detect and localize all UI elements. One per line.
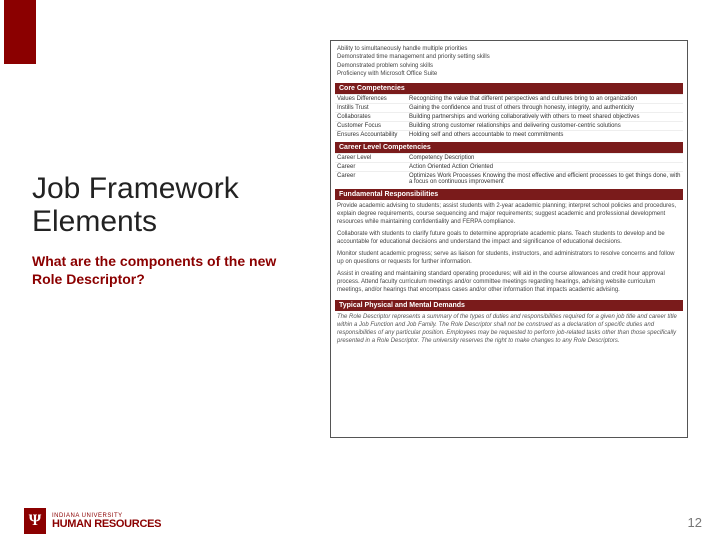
- doc-table-row: Instills TrustGaining the confidence and…: [335, 103, 683, 112]
- doc-intro-line: Demonstrated time management and priorit…: [335, 53, 683, 61]
- doc-intro-line: Ability to simultaneously handle multipl…: [335, 45, 683, 53]
- doc-cell-label: Career: [335, 172, 407, 186]
- doc-intro-line: Demonstrated problem solving skills: [335, 62, 683, 70]
- accent-block: [4, 0, 36, 64]
- doc-section-header: Career Level Competencies: [335, 142, 683, 153]
- footer: Ψ INDIANA UNIVERSITY HUMAN RESOURCES 12: [0, 504, 720, 540]
- doc-intro: Ability to simultaneously handle multipl…: [335, 45, 683, 79]
- doc-cell-desc: Action Oriented Action Oriented: [407, 163, 683, 171]
- left-panel: Job Framework Elements What are the comp…: [32, 172, 287, 288]
- iu-logo-mark: Ψ: [24, 508, 46, 534]
- doc-paragraph-italic: The Role Descriptor represents a summary…: [335, 311, 683, 347]
- doc-cell-desc: Building strong customer relationships a…: [407, 122, 683, 130]
- doc-table-row: CollaboratesBuilding partnerships and wo…: [335, 112, 683, 121]
- doc-cell-label: Customer Focus: [335, 122, 407, 130]
- doc-cell-desc: Optimizes Work Processes Knowing the mos…: [407, 172, 683, 186]
- doc-cell-desc: Gaining the confidence and trust of othe…: [407, 104, 683, 112]
- doc-intro-line: Proficiency with Microsoft Office Suite: [335, 70, 683, 78]
- doc-cell-label: Ensures Accountability: [335, 131, 407, 139]
- doc-cell-label: Career Level: [335, 154, 407, 162]
- doc-paragraph: Collaborate with students to clarify fut…: [335, 228, 683, 248]
- doc-cell-label: Career: [335, 163, 407, 171]
- doc-table-row: CareerOptimizes Work Processes Knowing t…: [335, 171, 683, 186]
- doc-section-header: Core Competencies: [335, 83, 683, 94]
- doc-cell-label: Collaborates: [335, 113, 407, 121]
- logo: Ψ INDIANA UNIVERSITY HUMAN RESOURCES: [24, 508, 161, 534]
- doc-cell-label: Instills Trust: [335, 104, 407, 112]
- doc-cell-desc: Building partnerships and working collab…: [407, 113, 683, 121]
- logo-text: INDIANA UNIVERSITY HUMAN RESOURCES: [52, 513, 161, 530]
- doc-paragraph: Provide academic advising to students; a…: [335, 200, 683, 228]
- doc-cell-desc: Recognizing the value that different per…: [407, 95, 683, 103]
- doc-table-row: Ensures AccountabilityHolding self and o…: [335, 130, 683, 139]
- page-title: Job Framework Elements: [32, 172, 287, 238]
- doc-cell-desc: Holding self and others accountable to m…: [407, 131, 683, 139]
- subtitle: What are the components of the new Role …: [32, 252, 287, 288]
- slide: Job Framework Elements What are the comp…: [0, 0, 720, 540]
- doc-table-row: Career LevelCompetency Description: [335, 153, 683, 162]
- doc-table-row: Values DifferencesRecognizing the value …: [335, 94, 683, 103]
- doc-table-row: Customer FocusBuilding strong customer r…: [335, 121, 683, 130]
- doc-section-header: Fundamental Responsibilities: [335, 189, 683, 200]
- page-number: 12: [688, 515, 702, 530]
- iu-trident-icon: Ψ: [29, 513, 41, 529]
- doc-table-row: CareerAction Oriented Action Oriented: [335, 162, 683, 171]
- logo-department: HUMAN RESOURCES: [52, 519, 161, 530]
- doc-cell-desc: Competency Description: [407, 154, 683, 162]
- doc-section-header: Typical Physical and Mental Demands: [335, 300, 683, 311]
- doc-cell-label: Values Differences: [335, 95, 407, 103]
- doc-paragraph: Monitor student academic progress; serve…: [335, 248, 683, 268]
- doc-paragraph: Assist in creating and maintaining stand…: [335, 268, 683, 296]
- document-preview: Ability to simultaneously handle multipl…: [330, 40, 688, 438]
